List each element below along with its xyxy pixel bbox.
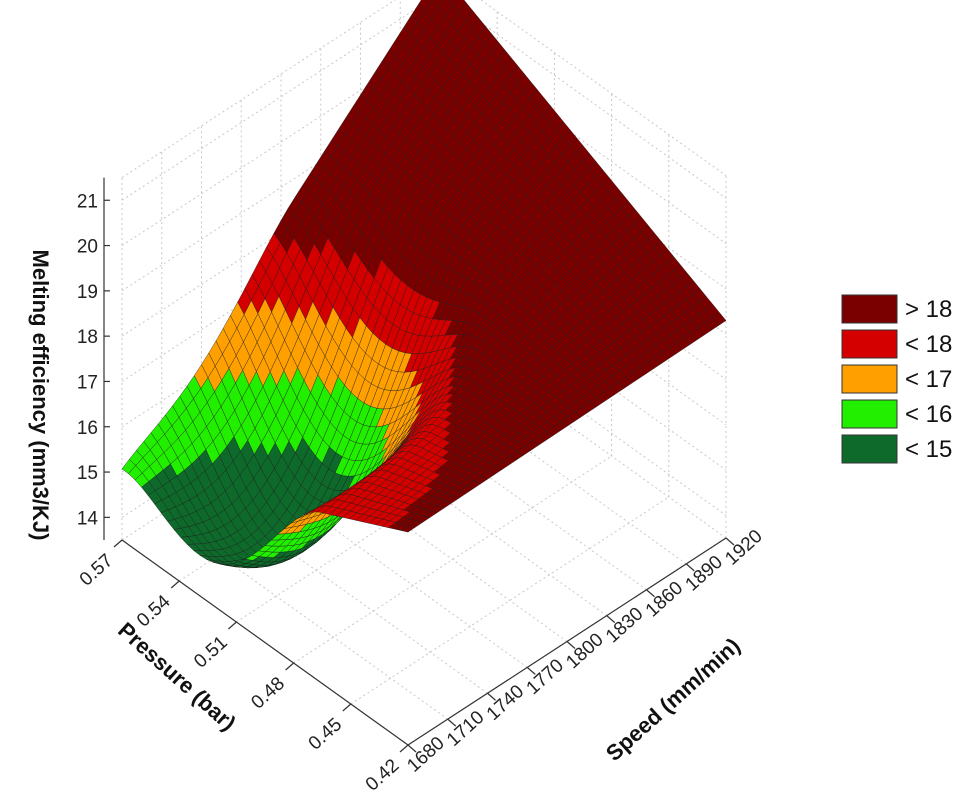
z-axis-ticks: 14 15 16 17 18 19 20 21 (77, 191, 110, 529)
legend-swatch (841, 329, 898, 359)
z-tick-label: 19 (77, 282, 98, 303)
legend-swatch (841, 294, 898, 324)
x-axis-title: Pressure (bar) (113, 617, 241, 735)
legend-swatch (841, 364, 898, 394)
z-tick-label: 18 (77, 327, 98, 348)
speed-tick-label: 1680 (403, 733, 448, 777)
legend-label: < 18 (905, 331, 952, 358)
surface-cell (400, 525, 416, 533)
pressure-tick-label: 0.42 (362, 755, 404, 795)
z-tick-label: 21 (77, 191, 98, 212)
legend-label: < 15 (905, 436, 952, 463)
y-axis-title: Speed (mm/min) (601, 633, 745, 766)
pressure-tick-label: 0.51 (190, 632, 232, 672)
speed-tick-label: 1740 (483, 681, 528, 725)
speed-tick-label: 1830 (602, 603, 647, 647)
pressure-axis-line (121, 539, 409, 746)
legend-swatch (841, 434, 898, 464)
pressure-tick-label: 0.48 (247, 673, 289, 713)
z-tick-label: 16 (77, 418, 98, 439)
z-tick-label: 14 (77, 508, 99, 529)
z-axis-title: Melting efficiency (mm3/KJ) (28, 250, 53, 541)
surface (121, 0, 727, 569)
speed-tick-label: 1860 (642, 578, 687, 622)
pressure-axis-ticks: 0.570.540.510.480.450.42 (76, 539, 409, 795)
speed-tick-label: 1800 (562, 629, 607, 673)
z-tick-label: 17 (77, 372, 98, 393)
legend-label: > 18 (905, 296, 952, 323)
pressure-tick-label: 0.45 (305, 714, 347, 754)
legend: > 18 < 18 < 17 < 16 < 15 (841, 294, 952, 464)
legend-swatch (841, 399, 898, 429)
speed-tick-label: 1890 (682, 552, 727, 596)
legend-label: < 16 (905, 401, 952, 428)
z-tick-label: 15 (77, 463, 98, 484)
legend-label: < 17 (905, 366, 952, 393)
speed-tick-label: 1770 (523, 655, 568, 699)
z-tick-label: 20 (77, 237, 98, 258)
pressure-tick-label: 0.57 (76, 550, 118, 590)
speed-tick-label: 1710 (443, 707, 488, 751)
speed-tick-label: 1920 (721, 526, 766, 570)
